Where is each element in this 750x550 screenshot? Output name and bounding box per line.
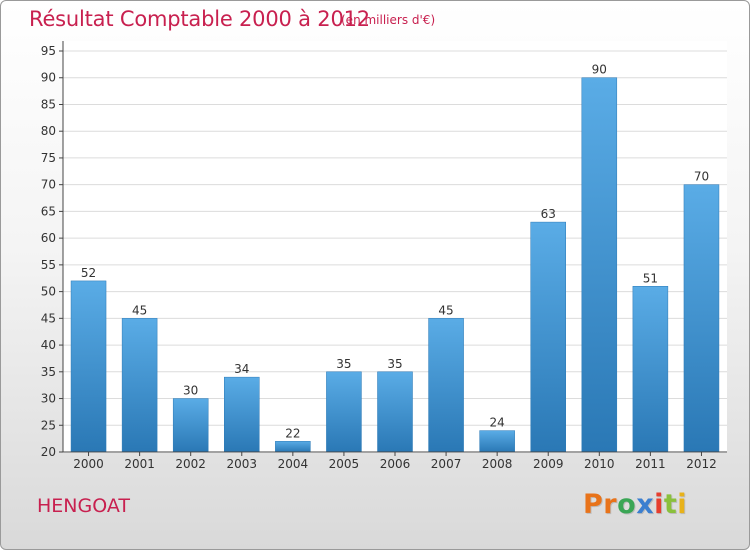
y-tick-label: 90 xyxy=(41,71,56,85)
x-tick-label: 2008 xyxy=(482,457,513,471)
y-tick-label: 20 xyxy=(41,445,56,459)
axes: 20 25 30 35 40 45 50 55 60 65 70 75 80 85 90 95 2000 2001… xyxy=(41,41,727,471)
logo-letter: P xyxy=(583,489,604,520)
proxiti-logo: Proxiti xyxy=(583,489,687,520)
x-tick-label: 2010 xyxy=(584,457,615,471)
y-tick-label: 40 xyxy=(41,338,56,352)
y-tick-label: 65 xyxy=(41,204,56,218)
bar-value-label: 45 xyxy=(132,303,147,317)
bar xyxy=(172,398,209,453)
logo-letter: x xyxy=(636,489,655,520)
bars: 52 45 30 34 22 35 35 45 24 63 90 51 70 xyxy=(70,63,720,453)
x-tick-label: 2012 xyxy=(686,457,717,471)
bar-value-label: 52 xyxy=(81,266,96,280)
y-tick-label: 30 xyxy=(41,392,56,406)
bar xyxy=(121,318,158,453)
y-tick-label: 75 xyxy=(41,151,56,165)
y-tick-label: 50 xyxy=(41,285,56,299)
bar xyxy=(428,318,464,453)
bar xyxy=(581,77,618,453)
bar xyxy=(683,184,720,453)
bar xyxy=(326,371,362,453)
bar-value-label: 30 xyxy=(183,384,198,398)
bar xyxy=(275,441,311,453)
logo-letter: o xyxy=(617,489,637,520)
x-tick-label: 2007 xyxy=(431,457,462,471)
bar-value-label: 24 xyxy=(490,416,505,430)
bar xyxy=(70,280,107,453)
bar-value-label: 70 xyxy=(694,170,709,184)
logo-letter: i xyxy=(677,489,688,520)
x-tick-label: 2011 xyxy=(635,457,666,471)
x-tick-label: 2006 xyxy=(380,457,411,471)
bar-value-label: 90 xyxy=(592,63,607,77)
bar xyxy=(530,221,566,453)
bar-value-label: 51 xyxy=(643,271,658,285)
chart-subtitle: (en milliers d'€) xyxy=(341,13,436,27)
chart-title: Résultat Comptable 2000 à 2012 xyxy=(29,7,370,31)
y-tick-label: 80 xyxy=(41,124,56,138)
y-tick-label: 45 xyxy=(41,311,56,325)
y-tick-label: 95 xyxy=(41,44,56,58)
bar xyxy=(632,286,669,453)
bar-value-label: 45 xyxy=(438,303,453,317)
logo-letter: t xyxy=(663,489,678,520)
logo-letter: i xyxy=(654,489,664,520)
y-tick-label: 70 xyxy=(41,178,56,192)
bar xyxy=(224,376,260,453)
bar-value-label: 35 xyxy=(387,357,402,371)
logo-letter: r xyxy=(603,489,618,520)
bar-value-label: 63 xyxy=(541,207,556,221)
x-tick-label: 2009 xyxy=(533,457,564,471)
commune-name: HENGOAT xyxy=(37,495,130,517)
x-tick-label: 2001 xyxy=(124,457,155,471)
bar-value-label: 35 xyxy=(336,357,351,371)
bar-value-label: 22 xyxy=(285,426,300,440)
x-tick-label: 2002 xyxy=(175,457,206,471)
y-tick-label: 25 xyxy=(41,418,56,432)
bar-value-label: 34 xyxy=(234,362,249,376)
bar xyxy=(377,371,413,453)
y-tick-label: 85 xyxy=(41,97,56,111)
y-tick-label: 55 xyxy=(41,258,56,272)
x-tick-label: 2000 xyxy=(73,457,104,471)
y-tick-label: 60 xyxy=(41,231,56,245)
y-tick-label: 35 xyxy=(41,365,56,379)
x-tick-label: 2004 xyxy=(278,457,309,471)
bar xyxy=(479,430,515,453)
x-tick-label: 2005 xyxy=(329,457,360,471)
x-tick-label: 2003 xyxy=(226,457,257,471)
